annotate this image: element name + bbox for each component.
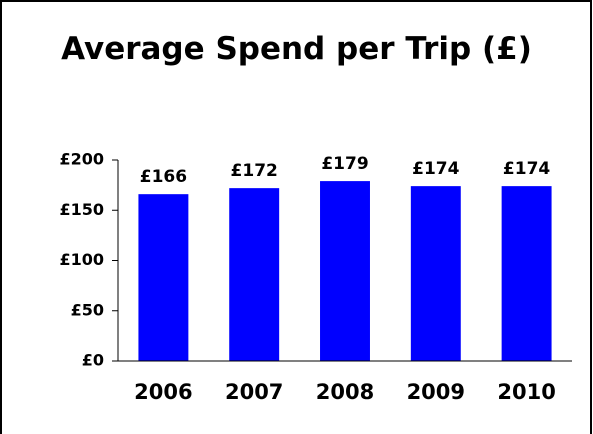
y-tick-label: £50 xyxy=(71,300,104,319)
x-tick-label: 2010 xyxy=(497,380,555,404)
bar xyxy=(410,186,461,361)
bar xyxy=(138,194,189,361)
x-tick-label: 2009 xyxy=(407,380,465,404)
value-label: £166 xyxy=(140,167,187,187)
value-label: £174 xyxy=(503,159,550,179)
y-tick-label: £200 xyxy=(59,150,104,169)
x-tick-label: 2006 xyxy=(134,380,192,404)
bar xyxy=(229,188,280,361)
chart-title-box: Average Spend per Trip (£) xyxy=(0,28,593,70)
x-tick-label: 2008 xyxy=(316,380,374,404)
y-tick-label: £0 xyxy=(82,351,104,370)
y-tick-label: £150 xyxy=(59,200,104,219)
value-label: £179 xyxy=(321,154,368,174)
y-tick-label: £100 xyxy=(59,250,104,269)
bar xyxy=(320,181,370,361)
chart-title: Average Spend per Trip (£) xyxy=(61,31,532,67)
value-label: £172 xyxy=(231,161,278,181)
bar xyxy=(501,186,552,361)
x-tick-label: 2007 xyxy=(225,380,283,404)
value-label: £174 xyxy=(412,159,459,179)
